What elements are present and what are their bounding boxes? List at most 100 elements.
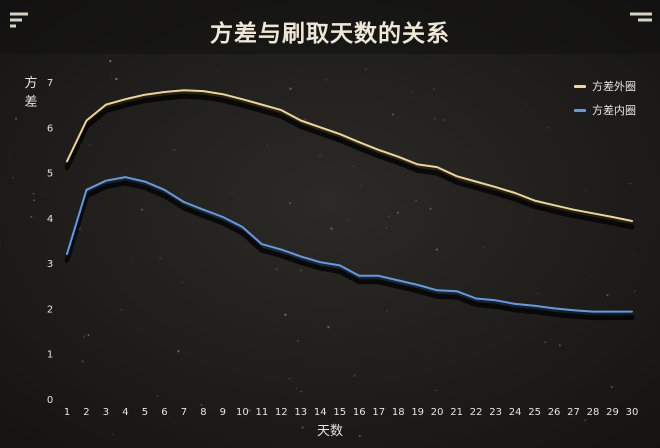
background-speck [353,165,356,167]
background-speck [122,175,124,176]
background-speck [109,59,112,63]
background-speck [610,385,613,389]
background-speck [32,192,35,195]
background-speck [284,313,287,317]
x-tick-label: 4 [122,407,128,418]
x-tick-label: 18 [392,407,405,418]
background-speck [388,215,390,217]
x-tick-label: 17 [372,407,385,418]
x-tick-label: 29 [606,407,619,418]
y-tick-label: 5 [47,169,53,180]
background-speck [348,219,350,221]
background-speck [289,202,291,205]
y-tick-label: 0 [47,395,53,406]
y-tick-label: 7 [47,78,53,89]
y-tick-label: 4 [47,214,53,225]
background-speck [433,117,436,120]
x-tick-label: 11 [255,407,268,418]
background-speck [386,310,388,313]
x-axis-label: 天数 [316,424,343,439]
x-tick-label: 13 [294,407,307,418]
background-speck [632,255,634,256]
background-speck [299,269,303,272]
background-speck [288,377,291,380]
background-speck [408,97,410,99]
y-tick-label: 1 [47,350,53,361]
x-tick-label: 27 [567,407,580,418]
background-speck [115,77,118,81]
background-speck [315,217,316,219]
x-tick-label: 15 [333,407,346,418]
background-speck [415,200,417,202]
x-tick-label: 5 [142,407,148,418]
x-tick-label: 25 [528,407,541,418]
background-speck [433,88,435,90]
x-tick-label: 16 [353,407,366,418]
background-speck [435,248,439,251]
x-tick-label: 7 [181,407,187,418]
background-speck [156,395,159,397]
x-tick-label: 20 [431,407,444,418]
background-speck [558,344,561,347]
legend-label-inner: 方差内圈 [592,104,636,117]
x-tick-label: 22 [470,407,483,418]
background-speck [634,290,636,293]
x-tick-label: 19 [411,407,424,418]
x-tick-label: 21 [450,407,463,418]
legend-label-outer: 方差外圈 [592,80,636,93]
background-speck [392,113,395,116]
background-speck [248,409,251,412]
background-speck [429,207,432,210]
legend-item-inner: 方差内圈 [574,98,636,122]
x-tick-label: 2 [83,407,89,418]
background-speck [289,87,292,90]
background-speck [402,205,404,207]
background-speck [159,257,162,260]
background-speck [11,176,14,179]
background-speck [131,259,133,262]
background-speck [50,394,52,396]
x-tick-label: 1 [64,407,70,418]
y-tick-label: 2 [47,304,53,315]
background-speck [300,390,303,393]
background-speck [325,79,327,81]
background-speck [353,374,356,377]
background-speck [231,192,233,194]
legend-item-outer: 方差外圈 [574,74,636,98]
background-speck [629,182,632,185]
background-speck [365,68,367,70]
background-speck [304,118,307,121]
background-speck [536,292,539,295]
series-line-0 [66,89,633,222]
background-speck [296,387,298,390]
legend: 方差外圈 方差内圈 [574,74,636,122]
background-speck [82,335,86,338]
background-speck [87,334,90,337]
background-speck [301,426,304,429]
x-tick-label: 26 [548,407,561,418]
series-line-shadow-0 [64,93,635,230]
background-speck [266,144,268,146]
background-speck [482,246,485,248]
legend-swatch-outer [574,84,586,88]
background-speck [88,144,91,146]
chart-title: 方差与刷取天数的关系 [210,21,450,47]
background-speck [275,268,278,271]
x-tick-label: 8 [200,407,206,418]
background-speck [181,193,183,195]
x-tick-label: 14 [314,407,327,418]
background-speck [544,341,547,344]
x-tick-label: 3 [103,407,109,418]
background-speck [360,184,362,187]
background-speck [140,208,144,211]
background-speck [396,211,400,214]
background-speck [175,422,177,424]
x-tick-label: 28 [587,407,600,418]
background-speck [584,419,587,421]
background-speck [81,360,84,363]
background-speck [173,148,176,151]
corner-ornament-left-icon [10,12,28,28]
background-speck [585,190,587,192]
